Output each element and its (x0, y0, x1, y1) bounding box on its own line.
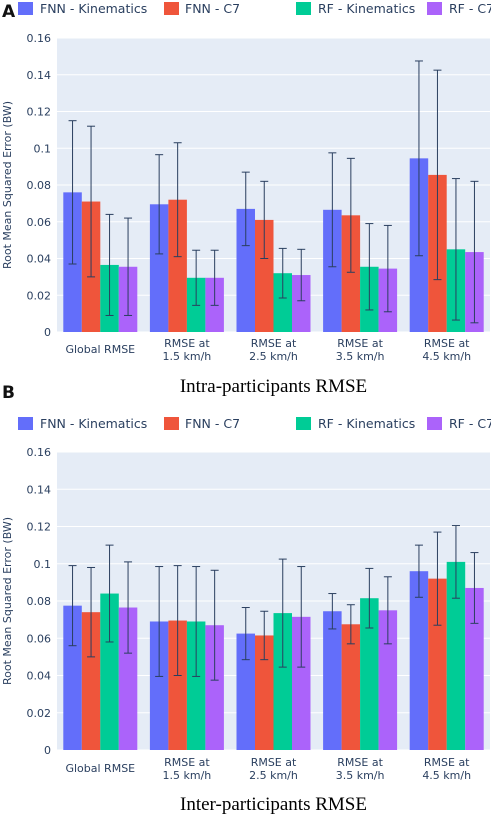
bar (360, 598, 379, 750)
chart-panel-a: A FNN - Kinematics FNN - C7 RF - Kinematics… (1, 1, 491, 397)
y-tick-label: 0.14 (27, 483, 52, 496)
panel-letter: A (2, 2, 16, 22)
x-tick-label: RMSE at (424, 337, 470, 350)
y-tick-label: 0 (44, 326, 51, 339)
y-tick-label: 0.14 (27, 69, 52, 82)
bar (236, 208, 255, 332)
legend-swatch (164, 2, 179, 15)
bar (168, 620, 187, 750)
bar (255, 635, 274, 750)
bar (255, 219, 274, 332)
legend-swatch (18, 2, 33, 15)
x-tick-label: RMSE at (164, 337, 210, 350)
legend-label: FNN - C7 (185, 416, 240, 431)
y-tick-label: 0.08 (27, 595, 52, 608)
x-tick-label: 1.5 km/h (163, 350, 212, 363)
legend-label: RF - Kinematics (318, 1, 415, 16)
bar (168, 199, 187, 332)
x-tick-label: RMSE at (251, 337, 297, 350)
y-tick-label: 0.04 (27, 670, 52, 683)
x-tick-label: 3.5 km/h (336, 769, 385, 782)
y-tick-label: 0.12 (27, 106, 52, 119)
panel-letter: B (2, 383, 15, 403)
legend-label: RF - C7 (449, 416, 491, 431)
y-tick-label: 0.08 (27, 179, 52, 192)
bar (81, 612, 101, 750)
x-tick-label: 2.5 km/h (249, 350, 298, 363)
y-tick-label: 0.02 (27, 289, 52, 302)
bar (409, 571, 429, 750)
chart-panel-b: B FNN - Kinematics FNN - C7 RF - Kinematics… (1, 383, 491, 815)
x-tick-label: RMSE at (164, 756, 210, 769)
x-tick-label: RMSE at (424, 756, 470, 769)
bar (446, 561, 466, 750)
x-tick-label: Global RMSE (65, 343, 135, 356)
y-tick-label: 0.16 (27, 32, 52, 45)
bar (205, 625, 224, 750)
bar (428, 578, 447, 750)
y-tick-label: 0.02 (27, 707, 52, 720)
legend: FNN - Kinematics FNN - C7 RF - Kinematics R… (18, 416, 491, 431)
legend-swatch (427, 417, 442, 430)
x-tick-label: 2.5 km/h (249, 769, 298, 782)
x-tick-label: Global RMSE (65, 762, 135, 775)
bar (323, 209, 342, 332)
bar (273, 273, 292, 332)
y-tick-label: 0 (44, 744, 51, 757)
legend-label: FNN - C7 (185, 1, 240, 16)
bar (292, 616, 311, 750)
bar (236, 633, 255, 750)
bar (378, 610, 398, 750)
legend-swatch (164, 417, 179, 430)
legend-swatch (296, 2, 311, 15)
bar (63, 605, 82, 750)
y-tick-label: 0.06 (27, 216, 52, 229)
legend-label: FNN - Kinematics (40, 416, 147, 431)
legend-swatch (427, 2, 442, 15)
bar (118, 607, 138, 750)
y-tick-label: 0.06 (27, 632, 52, 645)
chart-title: Inter-participants RMSE (180, 794, 367, 815)
bar (341, 215, 361, 332)
legend-swatch (296, 417, 311, 430)
legend-swatch (18, 417, 33, 430)
x-tick-label: 1.5 km/h (163, 769, 212, 782)
bar (292, 275, 311, 332)
bar (186, 621, 206, 750)
bar (465, 587, 484, 750)
x-tick-label: 3.5 km/h (336, 350, 385, 363)
x-tick-label: RMSE at (337, 337, 383, 350)
chart-title: Intra-participants RMSE (180, 376, 367, 397)
legend-label: FNN - Kinematics (40, 1, 147, 16)
y-tick-label: 0.12 (27, 521, 52, 534)
y-tick-label: 0.16 (27, 446, 52, 459)
legend: FNN - Kinematics FNN - C7 RF - Kinematics R… (18, 1, 491, 16)
x-tick-label: 4.5 km/h (422, 769, 471, 782)
legend-label: RF - C7 (449, 1, 491, 16)
y-tick-label: 0.1 (34, 558, 52, 571)
y-axis-label: Root Mean Squared Error (BW) (1, 101, 14, 269)
x-tick-label: RMSE at (251, 756, 297, 769)
bar (323, 611, 342, 750)
y-axis-label: Root Mean Squared Error (BW) (1, 517, 14, 685)
x-tick-label: 4.5 km/h (422, 350, 471, 363)
bar (149, 621, 169, 750)
y-tick-label: 0.04 (27, 253, 52, 266)
bar (149, 204, 169, 332)
bar (100, 593, 119, 750)
legend-label: RF - Kinematics (318, 416, 415, 431)
y-tick-label: 0.1 (34, 142, 52, 155)
x-tick-label: RMSE at (337, 756, 383, 769)
bar (341, 624, 361, 750)
bar (273, 613, 292, 750)
